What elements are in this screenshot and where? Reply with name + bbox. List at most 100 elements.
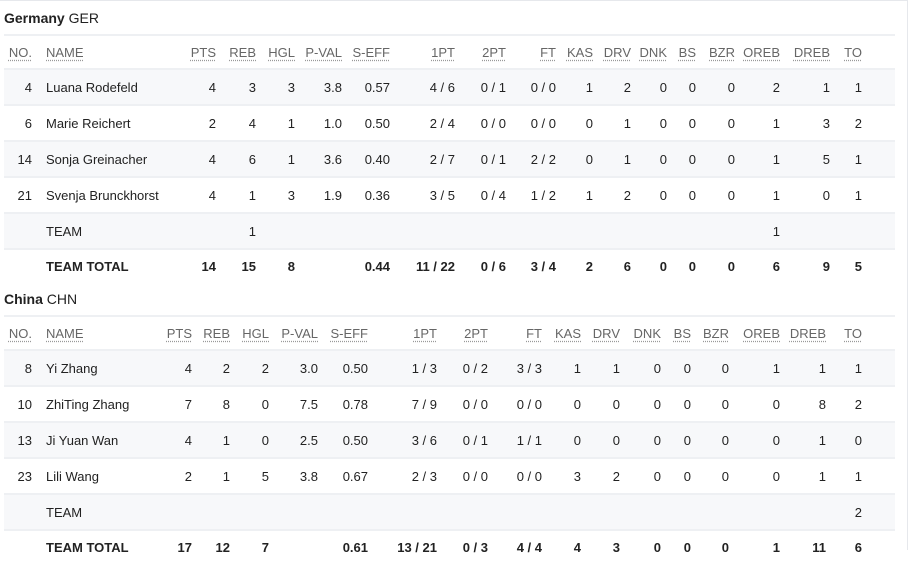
column-header-oreb[interactable]: OREB — [735, 315, 786, 351]
stat-dnk: 0 — [626, 422, 667, 459]
team-code: GER — [68, 10, 99, 26]
column-header-dnk[interactable]: DNK — [637, 34, 673, 70]
stat-oreb: 0 — [735, 458, 786, 495]
stat-pval — [301, 248, 348, 283]
stat-ft: 0 / 0 — [494, 458, 548, 495]
stat-dnk: 0 — [626, 458, 667, 495]
stat-dnk: 0 — [637, 69, 673, 106]
stat-2pt: 0 / 0 — [443, 386, 494, 423]
column-header-hgl[interactable]: HGL — [236, 315, 275, 351]
column-header-kas[interactable]: KAS — [562, 34, 599, 70]
column-header-label: P-VAL — [281, 325, 318, 341]
column-header-label: TO — [844, 325, 862, 341]
column-header-seff[interactable]: S-EFF — [348, 34, 396, 70]
spacer — [868, 177, 895, 214]
column-header-name[interactable]: NAME — [38, 315, 158, 351]
stat-reb: 2 — [198, 350, 236, 387]
column-header-seff[interactable]: S-EFF — [324, 315, 374, 351]
stat-seff: 0.44 — [348, 248, 396, 283]
column-header-pval[interactable]: P-VAL — [275, 315, 324, 351]
stat-1pt: 11 / 22 — [396, 248, 461, 283]
stat-kas: 0 — [562, 105, 599, 142]
column-header-1pt[interactable]: 1PT — [374, 315, 443, 351]
column-header-bs[interactable]: BS — [673, 34, 702, 70]
stat-pval: 3.8 — [275, 458, 324, 495]
stat-dreb — [786, 494, 832, 531]
stat-2pt: 0 / 0 — [443, 458, 494, 495]
column-header-pval[interactable]: P-VAL — [301, 34, 348, 70]
stat-bzr: 0 — [697, 458, 735, 495]
column-header-kas[interactable]: KAS — [548, 315, 587, 351]
column-header-dreb[interactable]: DREB — [786, 34, 836, 70]
stat-dnk: 0 — [626, 529, 667, 564]
column-header-bzr[interactable]: BZR — [697, 315, 735, 351]
stat-to: 6 — [832, 529, 868, 564]
column-header-2pt[interactable]: 2PT — [443, 315, 494, 351]
stat-reb: 4 — [222, 105, 262, 142]
stat-pts: 2 — [180, 105, 222, 142]
column-header-dreb[interactable]: DREB — [786, 315, 832, 351]
stat-dreb: 1 — [786, 69, 836, 106]
stat-kas: 1 — [562, 69, 599, 106]
player-name: TEAM — [38, 213, 180, 250]
column-header-2pt[interactable]: 2PT — [461, 34, 512, 70]
column-header-drv[interactable]: DRV — [599, 34, 637, 70]
spacer — [868, 494, 895, 531]
stat-no: 6 — [4, 105, 38, 142]
stat-no — [4, 248, 38, 283]
stat-dnk: 0 — [637, 105, 673, 142]
stat-dreb: 1 — [786, 422, 832, 459]
header-row: NO. NAME PTS REB HGL P-VAL S-EFF 1PT 2PT FT KAS DRV… — [4, 34, 895, 70]
stat-1pt — [374, 494, 443, 531]
column-header-label: BS — [678, 44, 696, 60]
column-header-ft[interactable]: FT — [512, 34, 562, 70]
column-header-label: NAME — [46, 325, 84, 341]
stat-1pt: 4 / 6 — [396, 69, 461, 106]
column-header-reb[interactable]: REB — [198, 315, 236, 351]
stat-drv — [599, 213, 637, 250]
column-header-dnk[interactable]: DNK — [626, 315, 667, 351]
column-header-oreb[interactable]: OREB — [741, 34, 786, 70]
column-header-ft[interactable]: FT — [494, 315, 548, 351]
column-header-bs[interactable]: BS — [667, 315, 697, 351]
stat-oreb: 1 — [735, 529, 786, 564]
stat-bs — [673, 213, 702, 250]
stat-ft: 0 / 0 — [512, 105, 562, 142]
stat-bzr: 0 — [697, 422, 735, 459]
stat-ft: 3 / 4 — [512, 248, 562, 283]
column-header-hgl[interactable]: HGL — [262, 34, 301, 70]
player-name: Ji Yuan Wan — [38, 422, 158, 459]
stat-bzr: 0 — [702, 141, 741, 178]
stat-2pt — [461, 213, 512, 250]
column-header-label: BZR — [709, 44, 735, 60]
stat-reb: 12 — [198, 529, 236, 564]
column-header-label: REB — [229, 44, 256, 60]
stat-reb: 1 — [198, 422, 236, 459]
column-header-pts[interactable]: PTS — [180, 34, 222, 70]
stat-pval: 3.8 — [301, 69, 348, 106]
stat-kas: 0 — [548, 386, 587, 423]
column-header-reb[interactable]: REB — [222, 34, 262, 70]
column-header-bzr[interactable]: BZR — [702, 34, 741, 70]
column-header-label: DREB — [789, 325, 826, 341]
stat-ft — [494, 494, 548, 531]
column-header-to[interactable]: TO — [836, 34, 868, 70]
column-header-no[interactable]: NO. — [4, 34, 38, 70]
column-header-1pt[interactable]: 1PT — [396, 34, 461, 70]
stat-no: 14 — [4, 141, 38, 178]
column-header-name[interactable]: NAME — [38, 34, 180, 70]
stat-bs: 0 — [667, 458, 697, 495]
column-header-label: S-EFF — [352, 44, 390, 60]
stat-hgl: 1 — [262, 105, 301, 142]
column-header-no[interactable]: NO. — [4, 315, 38, 351]
stat-reb: 1 — [222, 213, 262, 250]
stat-drv: 6 — [599, 248, 637, 283]
column-header-label: 1PT — [413, 325, 437, 341]
column-header-label: OREB — [743, 44, 780, 60]
stat-dreb: 0 — [786, 177, 836, 214]
column-header-pts[interactable]: PTS — [158, 315, 198, 351]
stat-bs: 0 — [673, 248, 702, 283]
column-header-drv[interactable]: DRV — [587, 315, 626, 351]
column-header-label: KAS — [566, 44, 593, 60]
column-header-to[interactable]: TO — [832, 315, 868, 351]
